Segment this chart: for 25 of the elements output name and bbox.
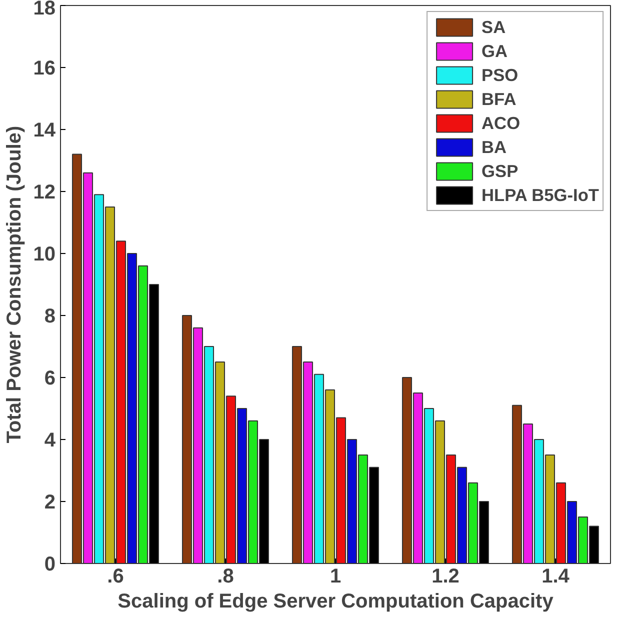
y-tick-label: 2 (44, 492, 56, 514)
legend-label: GSP (482, 160, 518, 182)
legend-label: SA (482, 16, 506, 38)
x-axis-title: Scaling of Edge Server Computation Capacity (118, 590, 554, 612)
x-tick-label: 1.2 (432, 566, 460, 588)
legend-label: BFA (482, 88, 516, 110)
legend-label: GA (482, 40, 508, 62)
y-tick-label: 8 (44, 306, 56, 328)
x-tick-label: 1 (330, 566, 342, 588)
y-tick-label: 0 (44, 554, 56, 576)
y-tick-label: 12 (33, 182, 56, 204)
y-tick-label: 14 (33, 120, 56, 142)
y-axis-title: Total Power Consumption (Joule) (3, 126, 26, 444)
x-tick-label: .8 (217, 566, 234, 588)
y-tick-label: 16 (33, 58, 56, 80)
y-tick-label: 10 (33, 244, 56, 266)
y-tick-label: 4 (44, 430, 56, 452)
legend-label: HLPA B5G-IoT (482, 184, 599, 206)
x-tick-label: 1.4 (542, 566, 570, 588)
x-tick-label: .6 (107, 566, 124, 588)
y-tick-label: 6 (44, 368, 56, 390)
legend-label: PSO (482, 64, 518, 86)
legend-label: ACO (482, 112, 520, 134)
y-tick-label: 18 (33, 0, 56, 20)
legend-label: BA (482, 136, 507, 158)
